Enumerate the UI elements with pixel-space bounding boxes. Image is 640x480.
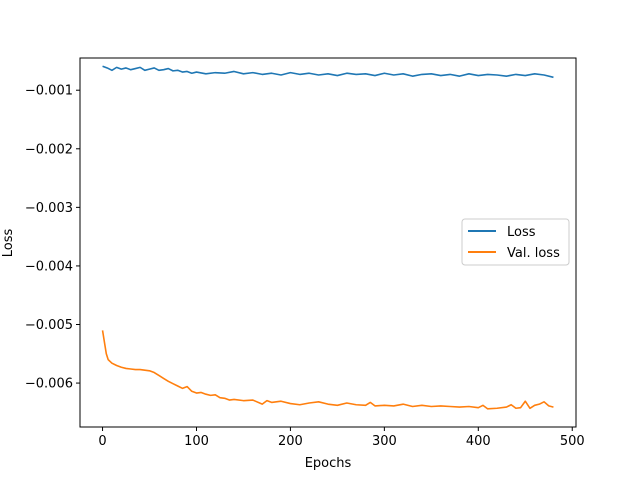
x-tick-label: 500 bbox=[560, 434, 585, 449]
y-tick-label: −0.003 bbox=[25, 201, 73, 216]
series-layer bbox=[101, 65, 554, 410]
y-tick-label: −0.004 bbox=[25, 259, 73, 274]
legend-label-loss: Loss bbox=[507, 225, 536, 240]
plot-frame bbox=[79, 57, 577, 428]
y-tick-label: −0.001 bbox=[25, 84, 73, 99]
legend-label-val-loss: Val. loss bbox=[507, 246, 560, 261]
legend: Loss Val. loss bbox=[461, 218, 570, 266]
y-tick-label: −0.006 bbox=[25, 377, 73, 392]
series-line-loss bbox=[102, 65, 554, 79]
x-tick-label: 300 bbox=[372, 434, 397, 449]
series-line-val-loss bbox=[101, 330, 554, 410]
x-axis-label: Epochs bbox=[305, 456, 352, 471]
y-axis-label: Loss bbox=[1, 229, 16, 258]
y-tick-label: −0.005 bbox=[25, 318, 73, 333]
y-axis: −0.006 −0.005 −0.004 −0.003 −0.002 −0.001 bbox=[25, 84, 80, 392]
x-tick-label: 200 bbox=[278, 434, 303, 449]
x-tick-label: 400 bbox=[466, 434, 491, 449]
x-tick-label: 0 bbox=[98, 434, 106, 449]
y-tick-label: −0.002 bbox=[25, 142, 73, 157]
x-axis: 0 100 200 300 400 500 bbox=[98, 427, 585, 449]
x-tick-label: 100 bbox=[184, 434, 209, 449]
